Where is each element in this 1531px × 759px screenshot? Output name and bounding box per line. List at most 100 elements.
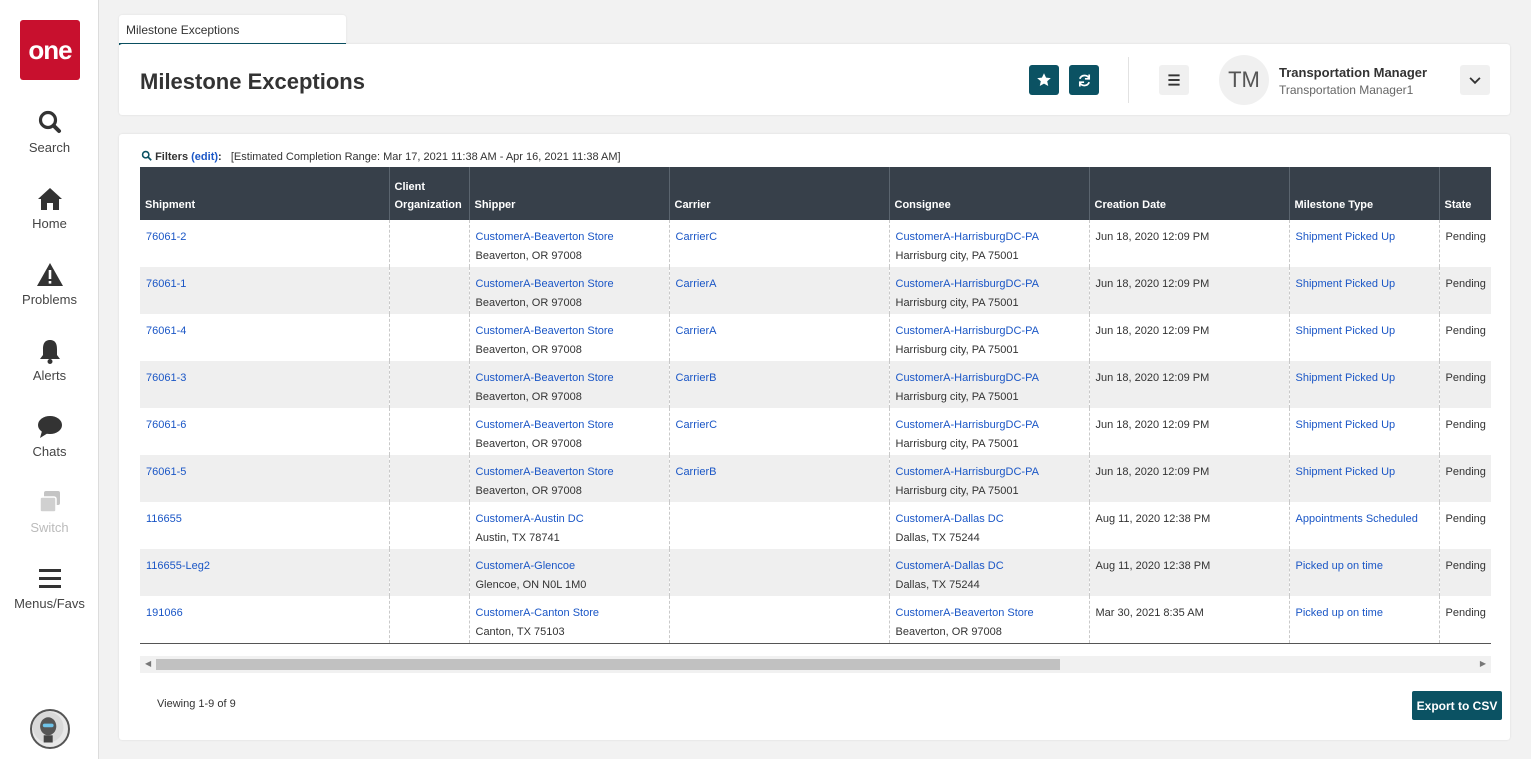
scroll-left-icon[interactable]: ◀ xyxy=(145,659,152,668)
sidebar-item-alerts[interactable]: Alerts xyxy=(0,336,99,383)
table-row[interactable]: 191066 CustomerA-Canton Store Canton, TX 7… xyxy=(140,596,1491,644)
consignee-link[interactable]: CustomerA-HarrisburgDC-PA xyxy=(895,419,1039,431)
carrier-link[interactable]: CarrierA xyxy=(675,278,717,290)
milestone-type-link[interactable]: Shipment Picked Up xyxy=(1295,419,1396,431)
carrier-link[interactable]: CarrierB xyxy=(675,372,717,384)
assistant-avatar[interactable] xyxy=(30,709,70,749)
column-header-shipment[interactable]: Shipment xyxy=(140,167,390,220)
shipper-link[interactable]: CustomerA-Austin DC xyxy=(475,513,584,525)
filters-edit-link[interactable]: (edit) xyxy=(191,151,219,163)
table-cell: Aug 11, 2020 12:38 PM xyxy=(1089,549,1290,596)
shipper-link[interactable]: CustomerA-Canton Store xyxy=(475,607,600,619)
carrier-link[interactable]: CarrierC xyxy=(675,419,718,431)
milestone-type-link[interactable]: Shipment Picked Up xyxy=(1295,325,1396,337)
column-header-creation-date[interactable]: Creation Date xyxy=(1089,167,1290,220)
shipment-link[interactable]: 76061-6 xyxy=(146,419,187,431)
table-row[interactable]: 76061-5 CustomerA-Beaverton Store Beaverto… xyxy=(140,455,1491,502)
shipment-link[interactable]: 116655 xyxy=(146,513,182,525)
shipment-link[interactable]: 116655-Leg2 xyxy=(146,560,211,572)
sidebar-item-chats[interactable]: Chats xyxy=(0,412,99,459)
consignee-link[interactable]: CustomerA-Dallas DC xyxy=(895,513,1004,525)
milestone-type-link[interactable]: Picked up on time xyxy=(1295,560,1383,572)
shipment-link[interactable]: 76061-3 xyxy=(146,372,187,384)
milestone-type-link[interactable]: Picked up on time xyxy=(1295,607,1383,619)
scrollbar-thumb[interactable] xyxy=(156,659,1060,670)
sidebar-item-menus-favs[interactable]: Menus/Favs xyxy=(0,564,99,611)
user-dropdown-button[interactable] xyxy=(1460,65,1490,95)
shipment-link[interactable]: 76061-2 xyxy=(146,231,187,243)
table-cell: Jun 18, 2020 12:09 PM xyxy=(1089,408,1290,455)
filters-colon: : xyxy=(218,151,222,163)
column-header-state[interactable]: State xyxy=(1439,167,1491,220)
shipment-link[interactable]: 76061-5 xyxy=(146,466,187,478)
column-header-shipper[interactable]: Shipper xyxy=(469,167,670,220)
favorite-button[interactable] xyxy=(1029,65,1059,95)
table-cell xyxy=(389,361,470,408)
creation-date: Jun 18, 2020 12:09 PM xyxy=(1095,278,1210,290)
column-header-milestone-type[interactable]: Milestone Type xyxy=(1289,167,1440,220)
carrier-link[interactable]: CarrierA xyxy=(675,325,717,337)
horizontal-scrollbar[interactable]: ◀ ▶ xyxy=(140,656,1491,673)
shipper-link[interactable]: CustomerA-Beaverton Store xyxy=(475,231,614,243)
sidebar-item-search[interactable]: Search xyxy=(0,108,99,155)
table-cell xyxy=(669,596,890,644)
table-cell: CustomerA-Dallas DC Dallas, TX 75244 xyxy=(889,549,1090,596)
shipment-link[interactable]: 76061-4 xyxy=(146,325,187,337)
consignee-link[interactable]: CustomerA-HarrisburgDC-PA xyxy=(895,231,1039,243)
shipper-link[interactable]: CustomerA-Beaverton Store xyxy=(475,372,614,384)
milestone-type-link[interactable]: Shipment Picked Up xyxy=(1295,278,1396,290)
shipment-link[interactable]: 191066 xyxy=(146,607,183,619)
refresh-button[interactable] xyxy=(1069,65,1099,95)
shipment-link[interactable]: 76061-1 xyxy=(146,278,187,290)
table-row[interactable]: 76061-4 CustomerA-Beaverton Store Beaverto… xyxy=(140,314,1491,361)
consignee-link[interactable]: CustomerA-HarrisburgDC-PA xyxy=(895,278,1039,290)
column-header-consignee[interactable]: Consignee xyxy=(889,167,1090,220)
consignee-link[interactable]: CustomerA-HarrisburgDC-PA xyxy=(895,466,1039,478)
table-row[interactable]: 116655 CustomerA-Austin DC Austin, TX 7874… xyxy=(140,502,1491,549)
shipper-link[interactable]: CustomerA-Beaverton Store xyxy=(475,278,614,290)
sidebar-item-home[interactable]: Home xyxy=(0,184,99,231)
column-header-carrier[interactable]: Carrier xyxy=(669,167,890,220)
consignee-link[interactable]: CustomerA-HarrisburgDC-PA xyxy=(895,372,1039,384)
shipper-link[interactable]: CustomerA-Beaverton Store xyxy=(475,325,614,337)
consignee-link[interactable]: CustomerA-HarrisburgDC-PA xyxy=(895,325,1039,337)
consignee-location: Harrisburg city, PA 75001 xyxy=(895,250,1019,262)
table-cell: CustomerA-HarrisburgDC-PA Harrisburg city… xyxy=(889,455,1090,502)
table-cell: Shipment Picked Up xyxy=(1289,455,1440,502)
column-header-client-organization[interactable]: Client Organization xyxy=(389,167,470,220)
consignee-link[interactable]: CustomerA-Beaverton Store xyxy=(895,607,1034,619)
page-menu-button[interactable] xyxy=(1159,65,1189,95)
table-row[interactable]: 76061-1 CustomerA-Beaverton Store Beaverto… xyxy=(140,267,1491,314)
carrier-link[interactable]: CarrierC xyxy=(675,231,718,243)
consignee-location: Harrisburg city, PA 75001 xyxy=(895,485,1019,497)
sidebar-item-label: Chats xyxy=(32,444,67,459)
milestone-type-link[interactable]: Shipment Picked Up xyxy=(1295,466,1396,478)
creation-date: Mar 30, 2021 8:35 AM xyxy=(1095,607,1204,619)
table-row[interactable]: 116655-Leg2 CustomerA-Glencoe Glencoe, ON … xyxy=(140,549,1491,596)
shipper-link[interactable]: CustomerA-Glencoe xyxy=(475,560,576,572)
table-cell: Shipment Picked Up xyxy=(1289,361,1440,408)
export-csv-button[interactable]: Export to CSV xyxy=(1412,691,1502,720)
sidebar-item-problems[interactable]: Problems xyxy=(0,260,99,307)
table-row[interactable]: 76061-6 CustomerA-Beaverton Store Beaverto… xyxy=(140,408,1491,455)
shipper-location: Beaverton, OR 97008 xyxy=(475,485,582,497)
scroll-right-icon[interactable]: ▶ xyxy=(1479,659,1486,668)
milestone-type-link[interactable]: Shipment Picked Up xyxy=(1295,372,1396,384)
table-cell: Jun 18, 2020 12:09 PM xyxy=(1089,455,1290,502)
table-cell: CarrierA xyxy=(669,314,890,361)
table-row[interactable]: 76061-3 CustomerA-Beaverton Store Beaverto… xyxy=(140,361,1491,408)
table-cell: Pending xyxy=(1439,455,1491,502)
sidebar-item-label: Home xyxy=(32,216,67,231)
milestone-type-link[interactable]: Appointments Scheduled xyxy=(1295,513,1418,525)
table-cell: CustomerA-Beaverton Store Beaverton, OR 9… xyxy=(469,408,670,455)
user-avatar[interactable]: TM xyxy=(1219,55,1269,105)
shipper-link[interactable]: CustomerA-Beaverton Store xyxy=(475,466,614,478)
milestone-type-link[interactable]: Shipment Picked Up xyxy=(1295,231,1396,243)
consignee-link[interactable]: CustomerA-Dallas DC xyxy=(895,560,1004,572)
tab-milestone-exceptions[interactable]: Milestone Exceptions xyxy=(119,15,346,45)
carrier-link[interactable]: CarrierB xyxy=(675,466,717,478)
shipper-link[interactable]: CustomerA-Beaverton Store xyxy=(475,419,614,431)
table-row[interactable]: 76061-2 CustomerA-Beaverton Store Beaverto… xyxy=(140,220,1491,267)
table-cell: CustomerA-HarrisburgDC-PA Harrisburg city… xyxy=(889,361,1090,408)
app-logo[interactable]: one xyxy=(20,20,80,80)
